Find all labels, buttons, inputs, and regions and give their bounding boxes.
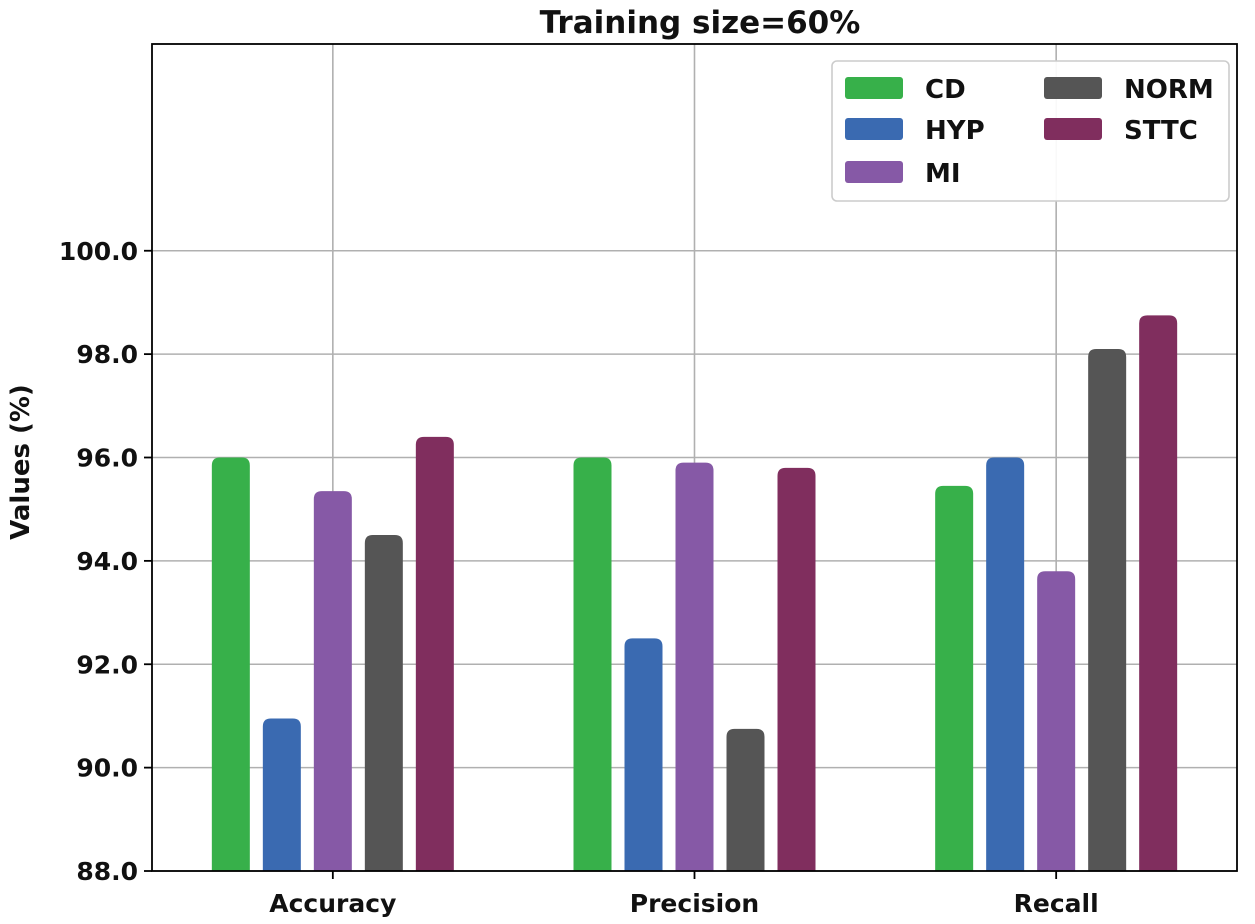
bars — [211, 315, 1178, 871]
y-tick-label: 88.0 — [76, 857, 138, 886]
bar-cd-precision — [573, 457, 612, 871]
legend-label-norm: NORM — [1124, 75, 1214, 105]
bar-sttc-recall — [1139, 315, 1178, 871]
y-tick-label: 98.0 — [76, 340, 138, 369]
y-tick-label: 94.0 — [76, 547, 138, 576]
plot-frame — [151, 43, 1238, 872]
bar-mi-precision — [675, 462, 714, 871]
bar-sttc-precision — [777, 467, 816, 871]
bar-norm-recall — [1088, 348, 1127, 871]
bar-hyp-precision — [624, 638, 663, 871]
legend-label-cd: CD — [925, 75, 966, 105]
y-tick-label: 90.0 — [76, 754, 138, 783]
axes: 88.0 90.0 92.0 94.0 96.0 98.0 100.0 Accuracy Pre… — [59, 43, 1238, 918]
bar-hyp-recall — [986, 457, 1025, 871]
bar-hyp-accuracy — [262, 718, 301, 871]
y-tick-label: 96.0 — [76, 444, 138, 473]
y-axis-label: Values (%) — [6, 384, 36, 540]
bar-norm-precision — [726, 728, 765, 871]
bar-mi-accuracy — [313, 491, 352, 871]
x-tick-label: Recall — [1014, 889, 1099, 918]
bar-cd-accuracy — [211, 457, 250, 871]
bar-mi-recall — [1037, 571, 1076, 871]
legend-swatch-hyp — [845, 118, 903, 140]
x-tick-label: Accuracy — [269, 889, 396, 918]
legend-swatch-norm — [1044, 77, 1102, 99]
bar-norm-accuracy — [364, 535, 403, 871]
legend-label-mi: MI — [925, 159, 961, 189]
legend: CD HYP MI NORM STTC — [831, 60, 1230, 202]
legend-label-hyp: HYP — [925, 116, 985, 146]
legend-swatch-cd — [845, 77, 903, 99]
y-tick-label: 100.0 — [59, 237, 138, 266]
legend-swatch-mi — [845, 161, 903, 183]
bar-cd-recall — [935, 485, 974, 871]
x-tick-label: Precision — [630, 889, 759, 918]
legend-swatch-sttc — [1044, 118, 1102, 140]
legend-box — [831, 60, 1230, 202]
bar-sttc-accuracy — [415, 436, 454, 871]
legend-label-sttc: STTC — [1124, 116, 1198, 146]
y-tick-label: 92.0 — [76, 650, 138, 679]
chart-title: Training size=60% — [540, 5, 861, 41]
